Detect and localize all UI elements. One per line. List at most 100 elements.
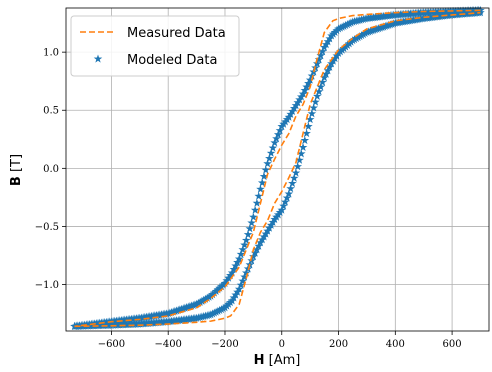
x-tick-label: 200 [329,339,348,350]
y-axis-label-unit: [T] [9,154,24,172]
modeled-point [318,77,327,86]
modeled-point [302,128,311,138]
modeled-point [293,162,303,171]
measured-line-ascending [74,11,481,328]
modeled-point [297,149,306,158]
modeled-point [314,87,324,96]
modeled-point [325,34,334,43]
modeled-point [263,159,272,168]
modeled-point [243,230,253,239]
modeled-point [327,31,336,40]
modeled-point [291,101,301,110]
modeled-point [249,212,258,221]
modeled-point [284,189,294,198]
modeled-point [254,191,263,200]
modeled-point [298,89,308,98]
modeled-point [300,85,310,95]
modeled-point [289,173,299,182]
x-tick-label: 400 [386,339,405,350]
modeled-point [307,109,317,118]
modeled-point [311,97,320,106]
modeled-point [270,138,279,147]
modeled-point [273,130,283,139]
modeled-point [312,91,322,100]
modeled-point [348,36,358,45]
modeled-point [245,224,255,233]
modeled-point [199,295,208,304]
legend-modeled-label: Modeled Data [127,53,217,68]
modeled-point [305,115,315,124]
modeled-point [321,69,331,78]
modeled-point [312,59,322,68]
modeled-point [318,47,327,56]
modeled-point [233,257,242,267]
modeled-point [284,112,294,121]
x-tick-label: −200 [211,339,238,350]
modeled-point [257,178,267,187]
legend-measured-label: Measured Data [127,26,226,41]
modeled-point [259,171,269,181]
modeled-point [281,197,290,206]
y-tick-label: −1.0 [35,280,59,291]
modeled-point [279,119,288,128]
modeled-point [218,280,228,289]
modeled-point [227,268,237,277]
modeled-point [305,75,315,84]
modeled-point [352,34,361,43]
modeled-point [297,92,306,101]
y-tick-label: 0.5 [43,106,59,117]
modeled-point [256,184,265,193]
modeled-point [288,178,297,188]
modeled-point [266,148,276,157]
modeled-point [268,143,278,152]
modeled-point [240,240,249,249]
modeled-point [206,291,216,300]
modeled-point [321,40,331,49]
ticks: −600 −400 −200 0 200 400 600 −1.0 −0.5 0.0 0.5 1.0 [35,48,462,350]
modeled-point [217,282,226,291]
series-layer [70,5,485,330]
modeled-point [360,28,370,38]
modeled-point [238,245,247,254]
modeled-point [220,278,230,287]
modeled-point [231,261,240,270]
modeled-point [272,134,281,143]
modeled-point [204,292,214,301]
modeled-point [236,249,246,258]
modeled-point [328,29,338,38]
modeled-point [302,82,311,91]
modeled-point [355,31,365,41]
modeled-point [194,298,203,307]
modeled-point [298,142,308,152]
x-tick-label: 600 [443,339,462,350]
legend-box [70,15,240,77]
y-tick-label: −0.5 [35,222,59,233]
modeled-point [353,32,363,42]
modeled-point [252,198,262,207]
modeled-point [208,290,217,299]
modeled-point [201,294,210,303]
modeled-point [275,126,285,135]
y-axis-label: B [T] [9,154,24,186]
modeled-point [323,66,333,75]
modeled-point [320,43,329,52]
legend: Measured Data Modeled Data [70,15,240,77]
modeled-point [281,117,290,126]
modeled-point [241,268,251,277]
modeled-point [234,254,244,263]
y-axis-label-bold: B [9,176,24,186]
measured-line-descending [74,9,481,328]
modeled-point [330,27,340,37]
modeled-point [226,271,235,280]
modeled-point [254,241,263,250]
modeled-point [238,276,247,285]
modeled-point [307,71,317,80]
modeled-point [332,26,342,35]
modeled-point [295,155,304,164]
modeled-point [234,284,244,293]
modeled-point [213,285,223,294]
x-axis-label-bold: H [254,353,265,368]
x-axis-label-unit: [Am] [269,353,301,368]
modeled-point [250,205,260,214]
modeled-point [304,79,313,88]
